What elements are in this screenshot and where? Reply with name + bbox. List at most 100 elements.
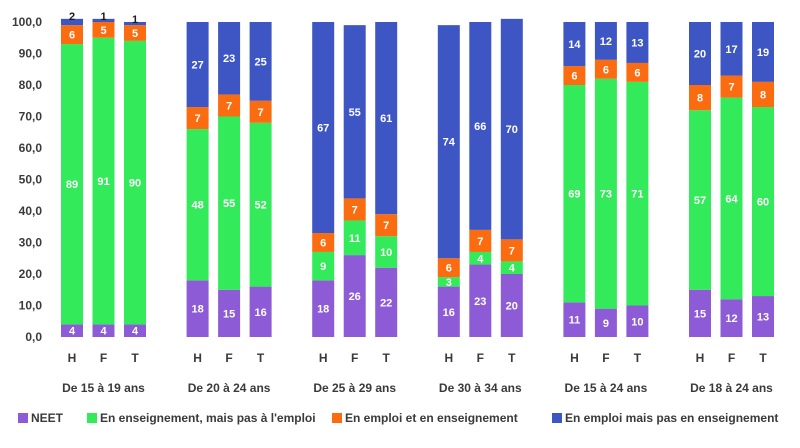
y-tick-label: 20,0 [19,267,43,281]
bar-segment-f-2 [92,37,115,325]
data-label: 1 [100,11,106,23]
bar-segment-f-1 [92,324,115,337]
legend-swatch [552,413,562,423]
data-label: 23 [474,296,486,308]
data-label: 6 [603,64,609,76]
x-category-label: F [602,351,609,365]
x-category-label: T [257,351,265,365]
bar-segment-t-3 [752,81,774,108]
bar-segment-f-3 [594,59,617,79]
x-category-label: F [225,351,232,365]
bar-segment-t-4 [752,22,774,82]
data-label: 48 [191,200,203,212]
data-label: 7 [477,236,483,248]
bar-segment-f-4 [92,18,115,22]
legend-label: En emploi mais pas en enseignement [565,411,778,425]
data-label: 73 [600,189,612,201]
data-label: 4 [509,263,516,275]
legend-swatch [332,413,342,423]
x-category-label: F [100,351,107,365]
bar-segment-h-4 [312,22,335,234]
bar-segment-h-4 [437,25,460,259]
data-label: 67 [317,123,329,135]
y-tick-label: 30,0 [19,236,43,250]
x-category-label: T [759,351,767,365]
bar-segment-t-3 [375,214,398,237]
legend-label: NEET [31,411,64,425]
data-label: 52 [254,200,266,212]
bar-segment-t-4 [375,22,398,215]
bar-segment-t-1 [375,267,398,337]
data-label: 89 [66,179,78,191]
bar-segment-f-3 [343,198,366,221]
bar-segment-t-3 [124,25,146,41]
y-tick-label: 60,0 [19,141,43,155]
bar-segment-f-2 [594,78,617,309]
bar-segment-t-4 [626,22,649,63]
data-label: 22 [380,297,392,309]
x-category-label: T [634,351,642,365]
bar-segment-f-3 [720,75,743,98]
data-label: 5 [132,28,138,40]
bar-segment-h-1 [437,286,460,337]
x-category-label: F [477,351,484,365]
y-tick-label: 50,0 [19,173,43,187]
data-label: 9 [603,318,609,330]
legend-swatch [18,413,28,423]
bar-segment-t-1 [500,274,523,337]
data-label: 12 [600,36,612,48]
x-category-label: H [570,351,579,365]
bar-segment-h-1 [186,280,209,337]
data-label: 7 [383,220,389,232]
data-label: 13 [631,37,643,49]
y-tick-label: 70,0 [19,110,43,124]
data-label: 10 [380,247,392,259]
bar-segment-f-3 [218,94,241,117]
data-label: 6 [320,238,326,250]
data-label: 8 [697,93,703,105]
data-label: 69 [568,189,580,201]
y-tick-label: 10,0 [19,299,43,313]
bar-segment-h-2 [437,277,460,287]
data-label: 10 [631,316,643,328]
bar-segment-h-1 [312,280,335,337]
data-label: 55 [349,107,361,119]
bar-segment-t-2 [375,236,398,268]
data-label: 55 [223,198,235,210]
data-label: 7 [509,245,515,257]
legend-swatch [87,413,97,423]
y-tick-label: 90,0 [19,47,43,61]
bar-segment-t-3 [500,239,523,262]
data-label: 16 [443,307,455,319]
data-label: 7 [352,204,358,216]
bar-segment-t-2 [752,107,774,297]
y-tick-label: 40,0 [19,204,43,218]
bar-segment-f-1 [720,299,743,337]
data-label: 4 [477,253,484,265]
data-label: 6 [571,71,577,83]
x-group-label: De 25 à 29 ans [313,381,396,395]
bar-segment-t-3 [626,62,649,82]
data-label: 90 [129,178,141,190]
data-label: 20 [694,49,706,61]
bar-segment-t-1 [752,296,774,337]
x-category-label: T [508,351,516,365]
x-category-label: F [351,351,358,365]
x-group-label: De 15 à 24 ans [565,381,648,395]
data-label: 18 [191,304,203,316]
x-category-label: H [68,351,77,365]
data-label: 9 [320,261,326,273]
y-axis: 0,0 10,0 20,0 30,0 40,0 50,0 60,0 70,0 80,0 90,0 1… [12,15,42,344]
x-group-label: De 20 à 24 ans [188,381,271,395]
data-label: 7 [258,107,264,119]
bar-segment-h-4 [186,22,209,108]
data-label: 5 [100,25,106,37]
x-category-label: H [319,351,328,365]
y-tick-label: 100,0 [12,15,42,29]
data-label: 14 [568,39,581,51]
bar-segment-h-1 [563,302,586,337]
x-category-label: F [728,351,735,365]
data-label: 57 [694,195,706,207]
data-label: 11 [349,233,361,245]
bar-segment-h-4 [61,18,83,26]
